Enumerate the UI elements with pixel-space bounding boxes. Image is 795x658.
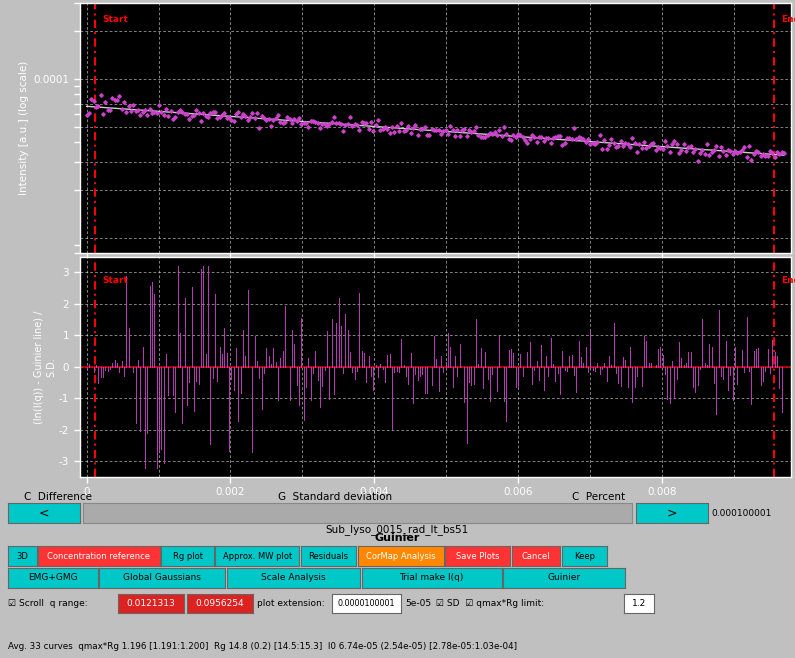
Text: ☑ Scroll  q range:: ☑ Scroll q range: (8, 599, 87, 608)
Text: Save Plots: Save Plots (456, 551, 499, 561)
Text: >: > (666, 507, 677, 520)
Text: 3D: 3D (17, 551, 28, 561)
Y-axis label: (ln(I(q)) - Guinier line) /
S.D.: (ln(I(q)) - Guinier line) / S.D. (34, 310, 56, 424)
Text: 0.0121313: 0.0121313 (126, 599, 175, 608)
Text: G  Standard deviation: G Standard deviation (278, 492, 393, 502)
Text: Start: Start (103, 276, 128, 284)
Text: <: < (38, 507, 49, 520)
Text: plot extension:: plot extension: (257, 599, 324, 608)
Text: Avg. 33 curves  qmax*Rg 1.196 [1.191:1.200]  Rg 14.8 (0.2) [14.5:15.3]  I0 6.74e: Avg. 33 curves qmax*Rg 1.196 [1.191:1.20… (8, 642, 517, 651)
Text: End: End (781, 14, 795, 24)
Text: Guinier: Guinier (548, 573, 580, 582)
Text: Concentration reference: Concentration reference (48, 551, 150, 561)
Text: Keep: Keep (574, 551, 595, 561)
Text: CorMap Analysis: CorMap Analysis (366, 551, 436, 561)
Text: Global Gaussians: Global Gaussians (123, 573, 201, 582)
Text: 1.2: 1.2 (632, 599, 646, 608)
Y-axis label: Intensity [a.u.] (log scale): Intensity [a.u.] (log scale) (19, 61, 29, 195)
Text: 0.0956254: 0.0956254 (196, 599, 244, 608)
Text: Cancel: Cancel (522, 551, 551, 561)
Text: Start: Start (103, 14, 128, 24)
X-axis label: q^2 [1/Angstrom^2]: q^2 [1/Angstrom^2] (377, 503, 494, 513)
Text: Trial make I(q): Trial make I(q) (400, 573, 463, 582)
Text: EMG+GMG: EMG+GMG (28, 573, 78, 582)
Text: Approx. MW plot: Approx. MW plot (223, 551, 292, 561)
Text: Sub_lyso_0015_rad_lt_bs51: Sub_lyso_0015_rad_lt_bs51 (326, 524, 469, 535)
Text: 0.0000100001: 0.0000100001 (338, 599, 395, 608)
Text: Scale Analysis: Scale Analysis (261, 573, 326, 582)
Text: Rg plot: Rg plot (173, 551, 203, 561)
Text: ☑ SD  ☑ qmax*Rg limit:: ☑ SD ☑ qmax*Rg limit: (433, 599, 545, 608)
Text: 5e-05: 5e-05 (405, 599, 432, 608)
Text: C  Difference: C Difference (24, 492, 92, 502)
Text: End: End (781, 276, 795, 284)
Text: 0.000100001: 0.000100001 (712, 509, 772, 518)
Text: Residuals: Residuals (308, 551, 348, 561)
Text: C  Percent: C Percent (572, 492, 626, 502)
Text: Guinier: Guinier (374, 533, 421, 544)
